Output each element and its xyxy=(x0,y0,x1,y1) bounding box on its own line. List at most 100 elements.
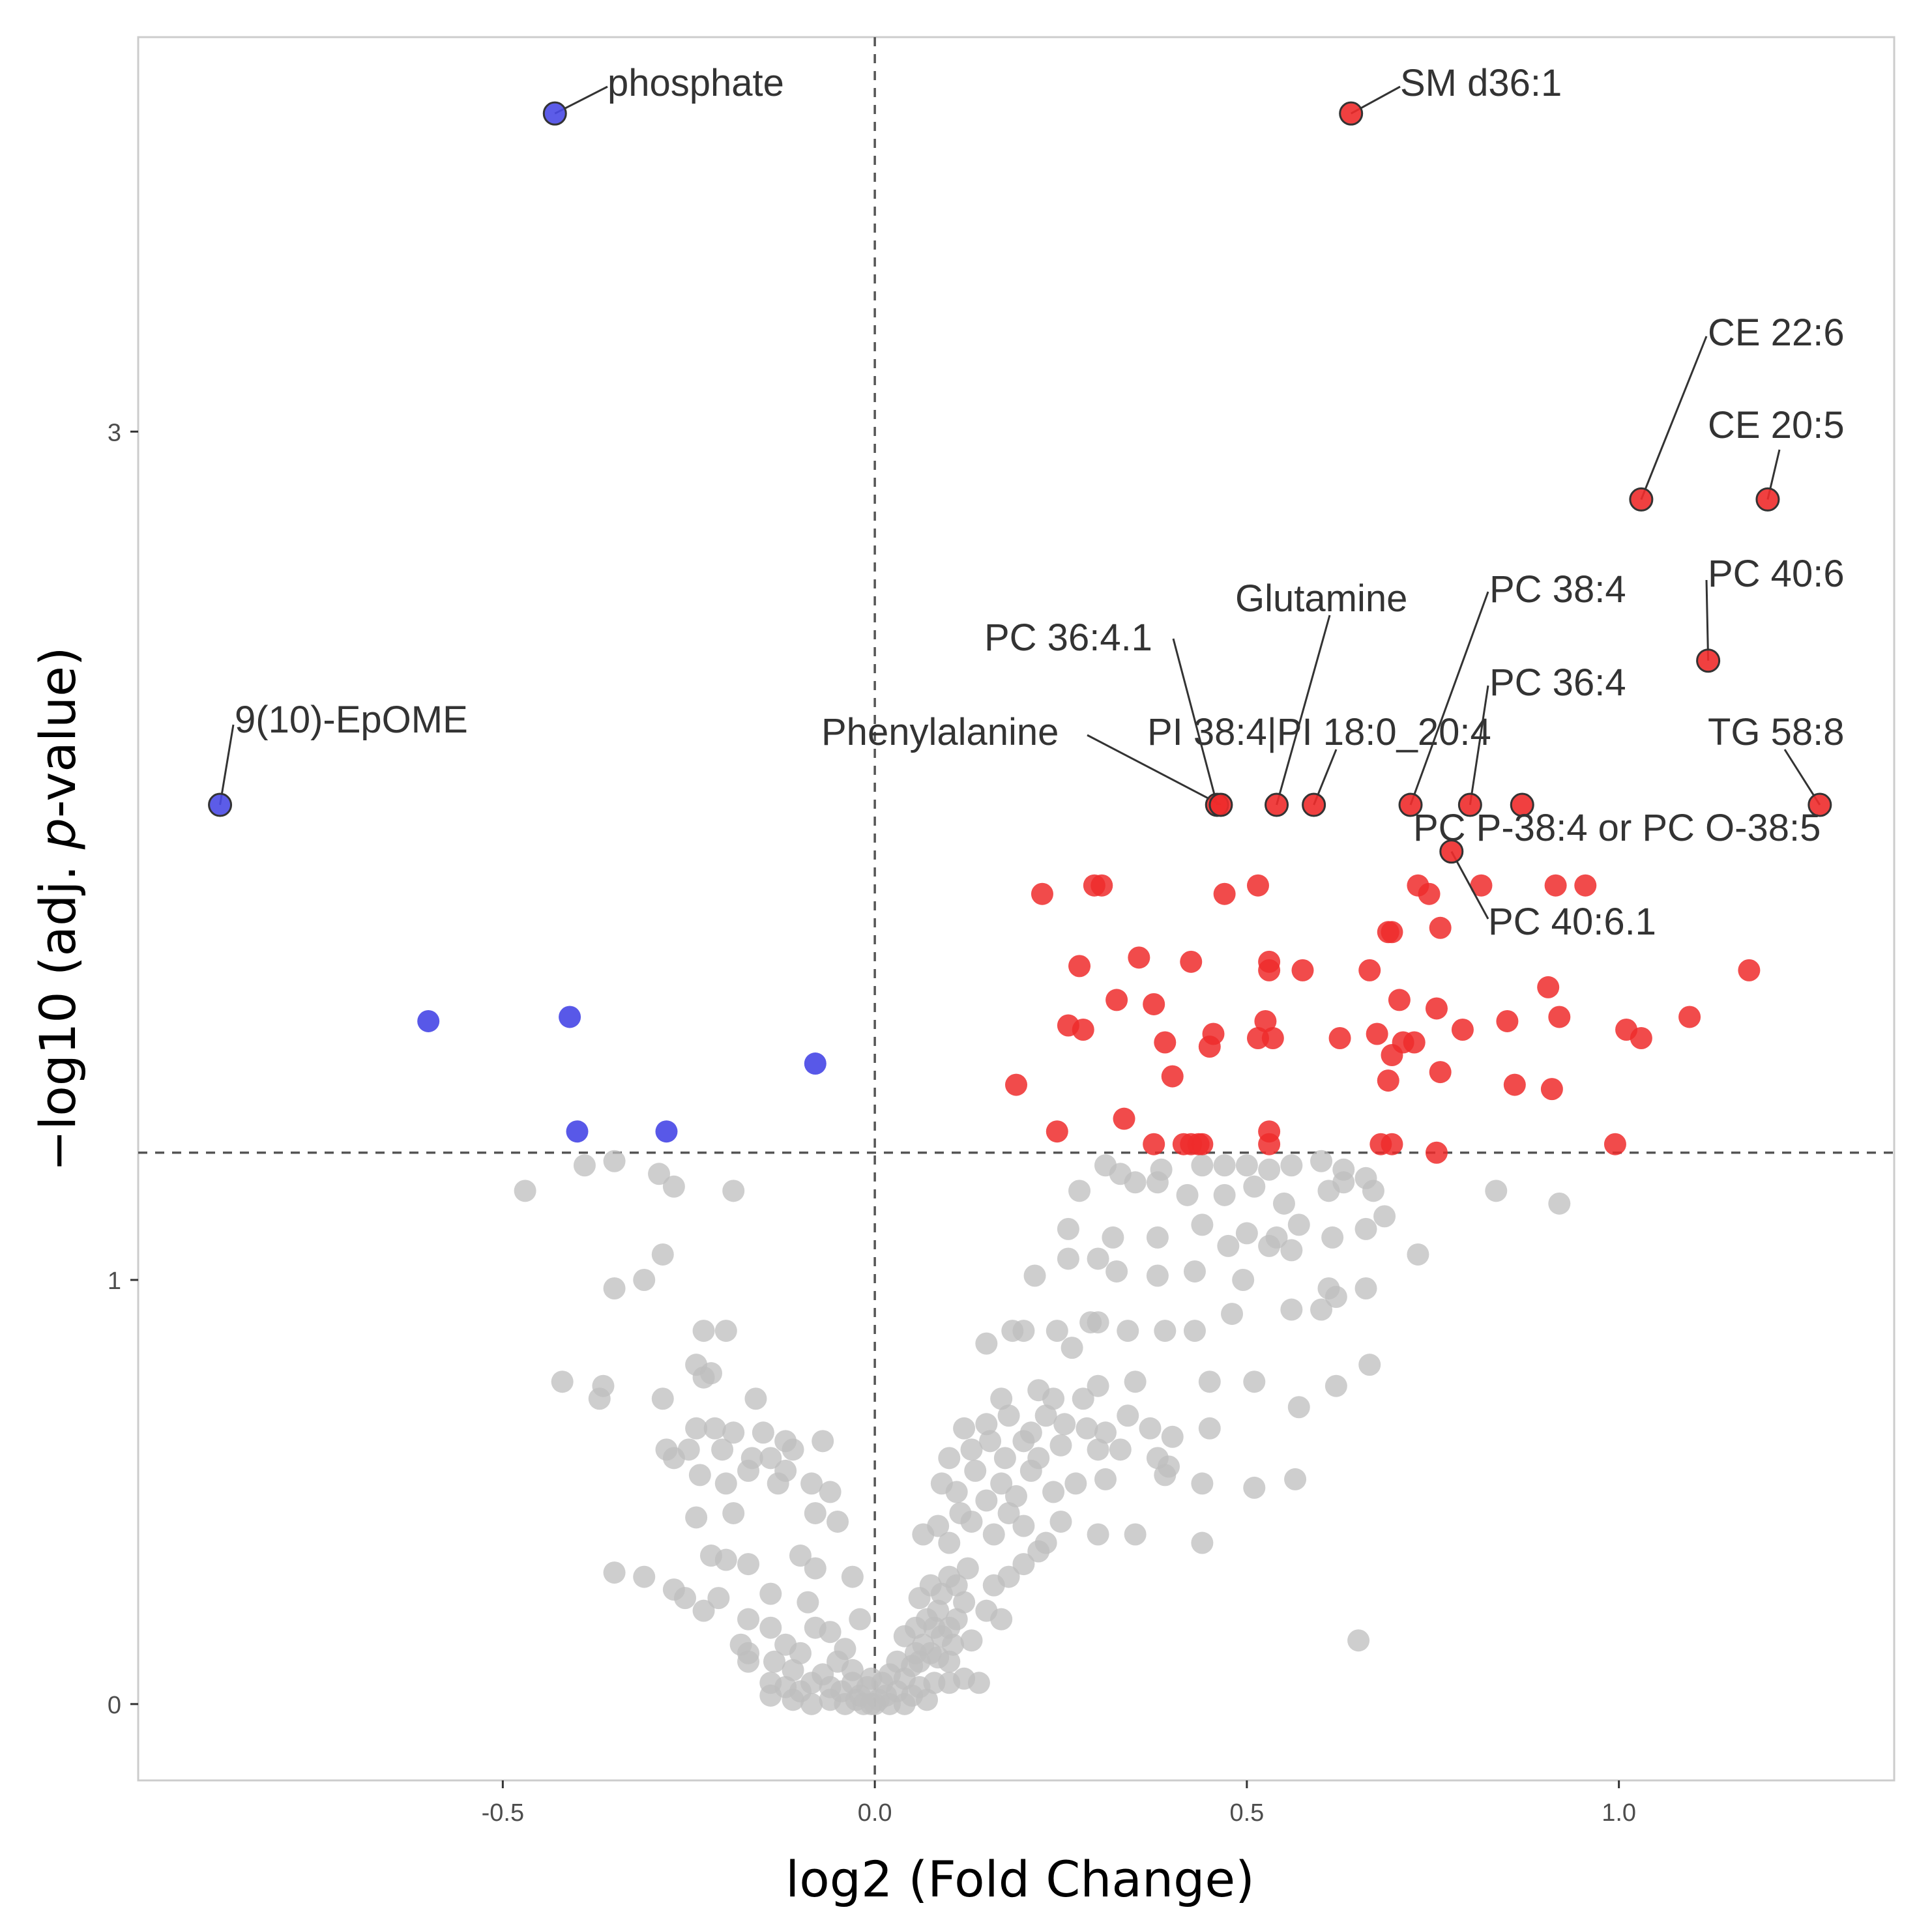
ns-point xyxy=(1321,1226,1344,1249)
labeled-point xyxy=(1302,792,1326,817)
ns-point xyxy=(714,1548,737,1571)
ns-point xyxy=(945,1481,968,1503)
ns-point xyxy=(1068,1180,1091,1202)
ns-point xyxy=(1061,1337,1083,1359)
up-point xyxy=(1470,874,1493,897)
up-point xyxy=(1161,1065,1184,1088)
up-point xyxy=(1328,1027,1351,1050)
not-significant-points xyxy=(514,1150,1571,1715)
labeled-point xyxy=(1439,839,1464,864)
ns-point xyxy=(1548,1192,1571,1215)
ns-point xyxy=(927,1515,950,1537)
ns-point xyxy=(1191,1531,1214,1554)
ns-point xyxy=(1034,1531,1057,1554)
ns-point xyxy=(993,1447,1016,1470)
ns-point xyxy=(938,1650,961,1673)
ns-point xyxy=(1057,1247,1079,1270)
ns-point xyxy=(1076,1417,1098,1440)
x-tick-label: -0.5 xyxy=(482,1799,524,1827)
leader-line xyxy=(1087,734,1222,806)
ns-point xyxy=(990,1608,1013,1631)
down-point xyxy=(655,1120,678,1143)
ns-point xyxy=(759,1582,782,1605)
ns-point xyxy=(1019,1421,1042,1444)
up-point xyxy=(1496,1009,1519,1032)
ns-point xyxy=(997,1404,1020,1427)
ns-point xyxy=(916,1689,939,1711)
ns-point xyxy=(573,1154,596,1177)
up-point xyxy=(1381,1133,1403,1155)
ns-point xyxy=(759,1447,782,1470)
ns-point xyxy=(1034,1404,1057,1427)
point-label: PC 40:6 xyxy=(1708,553,1845,595)
ns-point xyxy=(603,1277,626,1300)
ns-point xyxy=(1232,1268,1255,1291)
ns-point xyxy=(648,1163,671,1185)
ns-point xyxy=(827,1510,849,1533)
ns-point xyxy=(1213,1183,1236,1206)
ns-point xyxy=(938,1531,961,1554)
ns-point xyxy=(945,1608,968,1631)
ns-point xyxy=(1087,1247,1109,1270)
ns-point xyxy=(1150,1158,1173,1181)
labeled-point xyxy=(1696,648,1721,673)
ns-point xyxy=(688,1464,711,1487)
point-labels: phosphate SM d36:1 CE 22:6 CE 20:5 PC 40:6 9(… xyxy=(235,62,1845,943)
up-point xyxy=(1425,997,1448,1020)
ns-point xyxy=(782,1689,804,1711)
ns-point xyxy=(1243,1175,1266,1198)
up-point xyxy=(1072,1018,1094,1041)
ns-point xyxy=(812,1430,834,1453)
y-axis-title: −log10 (adj. p-value) xyxy=(29,646,87,1171)
point-label: SM d36:1 xyxy=(1400,62,1562,104)
y-tick-label: 1 xyxy=(108,1268,121,1295)
ns-point xyxy=(953,1591,976,1614)
up-point xyxy=(1128,946,1150,969)
leader-line xyxy=(1450,850,1489,920)
up-point xyxy=(1154,1031,1177,1054)
ns-point xyxy=(797,1591,819,1614)
ns-point xyxy=(1272,1192,1295,1215)
up-point xyxy=(1254,1009,1277,1032)
labeled-point xyxy=(1510,792,1534,817)
ns-point xyxy=(1117,1404,1139,1427)
ns-point xyxy=(1049,1510,1072,1533)
up-point xyxy=(1143,1133,1165,1155)
ns-point xyxy=(1191,1213,1214,1236)
labeled-point xyxy=(542,101,567,126)
down-point xyxy=(804,1052,827,1075)
ns-point xyxy=(979,1430,1002,1453)
down-point xyxy=(417,1009,440,1032)
ns-point xyxy=(651,1387,674,1410)
ns-point xyxy=(1094,1468,1117,1490)
ns-point xyxy=(1221,1303,1244,1326)
ns-point xyxy=(1183,1260,1206,1283)
ns-point xyxy=(1407,1243,1429,1266)
point-label: PC P-38:4 or PC O-38:5 xyxy=(1413,807,1821,849)
ns-point xyxy=(782,1659,804,1681)
ns-point xyxy=(841,1565,864,1588)
up-point xyxy=(1381,1044,1403,1067)
ns-point xyxy=(1217,1234,1240,1257)
ns-point xyxy=(752,1421,774,1444)
ns-point xyxy=(1012,1320,1035,1342)
leader-line xyxy=(1640,336,1708,500)
y-tick-label: 3 xyxy=(108,419,121,446)
up-point xyxy=(1503,1073,1526,1096)
significant-points xyxy=(417,874,1761,1164)
ns-point xyxy=(1287,1396,1310,1419)
up-point xyxy=(1258,1133,1281,1155)
point-label: TG 58:8 xyxy=(1708,711,1845,753)
point-label: CE 22:6 xyxy=(1708,312,1845,354)
point-label: CE 20:5 xyxy=(1708,404,1845,446)
up-point xyxy=(1630,1027,1652,1050)
ns-point xyxy=(1354,1217,1377,1240)
point-label: PI 38:4|PI 18:0_20:4 xyxy=(1147,711,1491,753)
ns-point xyxy=(722,1501,745,1524)
ns-point xyxy=(960,1629,983,1652)
ns-point xyxy=(722,1421,745,1444)
up-point xyxy=(1213,882,1236,905)
ns-point xyxy=(1373,1205,1396,1228)
up-point xyxy=(1574,874,1597,897)
ns-point xyxy=(1005,1485,1027,1507)
